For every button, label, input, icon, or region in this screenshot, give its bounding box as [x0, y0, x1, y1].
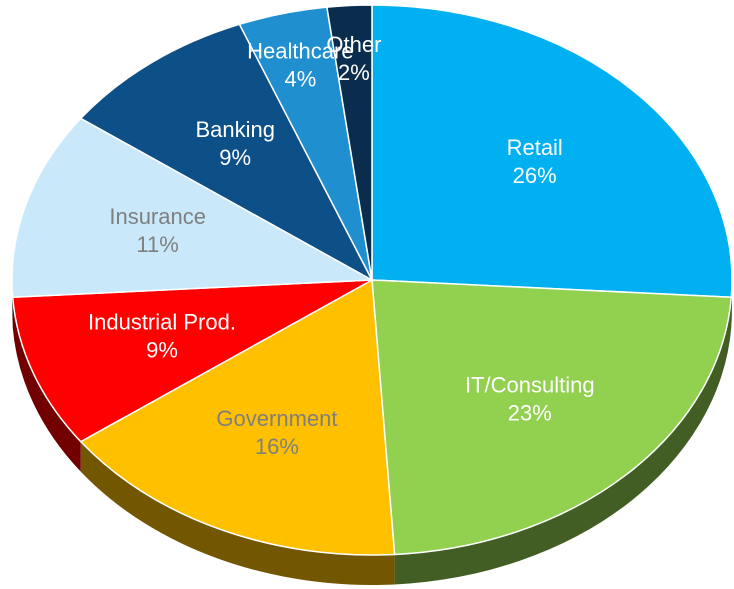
- slice-label: Insurance: [109, 204, 206, 229]
- slice-label: Banking: [195, 117, 275, 142]
- slice-value-label: 16%: [255, 434, 299, 459]
- slice-value-label: 9%: [146, 338, 178, 363]
- slice-label: Healthcare: [247, 39, 353, 64]
- slice: [371, 279, 733, 556]
- slice-side: [394, 297, 732, 585]
- slice-value-label: 23%: [508, 400, 552, 425]
- slice-label: Industrial Prod.: [88, 310, 236, 335]
- slice-side: [12, 297, 81, 472]
- slice: [371, 4, 733, 299]
- slice: [326, 4, 373, 281]
- slice: [79, 278, 396, 556]
- slice-label: Retail: [507, 135, 563, 160]
- slice-value-label: 11%: [136, 232, 178, 257]
- slice-value-label: 4%: [284, 67, 316, 92]
- slice-label: IT/Consulting: [465, 372, 595, 397]
- slice-side: [80, 441, 395, 585]
- slice: [11, 279, 373, 443]
- slice: [79, 23, 374, 282]
- slice-value-label: 9%: [219, 145, 251, 170]
- slice-value-label: 2%: [338, 60, 370, 85]
- slice-label: Other: [326, 32, 381, 57]
- slice-value-label: 26%: [513, 163, 557, 188]
- slice: [11, 117, 375, 299]
- slice-label: Government: [216, 406, 337, 431]
